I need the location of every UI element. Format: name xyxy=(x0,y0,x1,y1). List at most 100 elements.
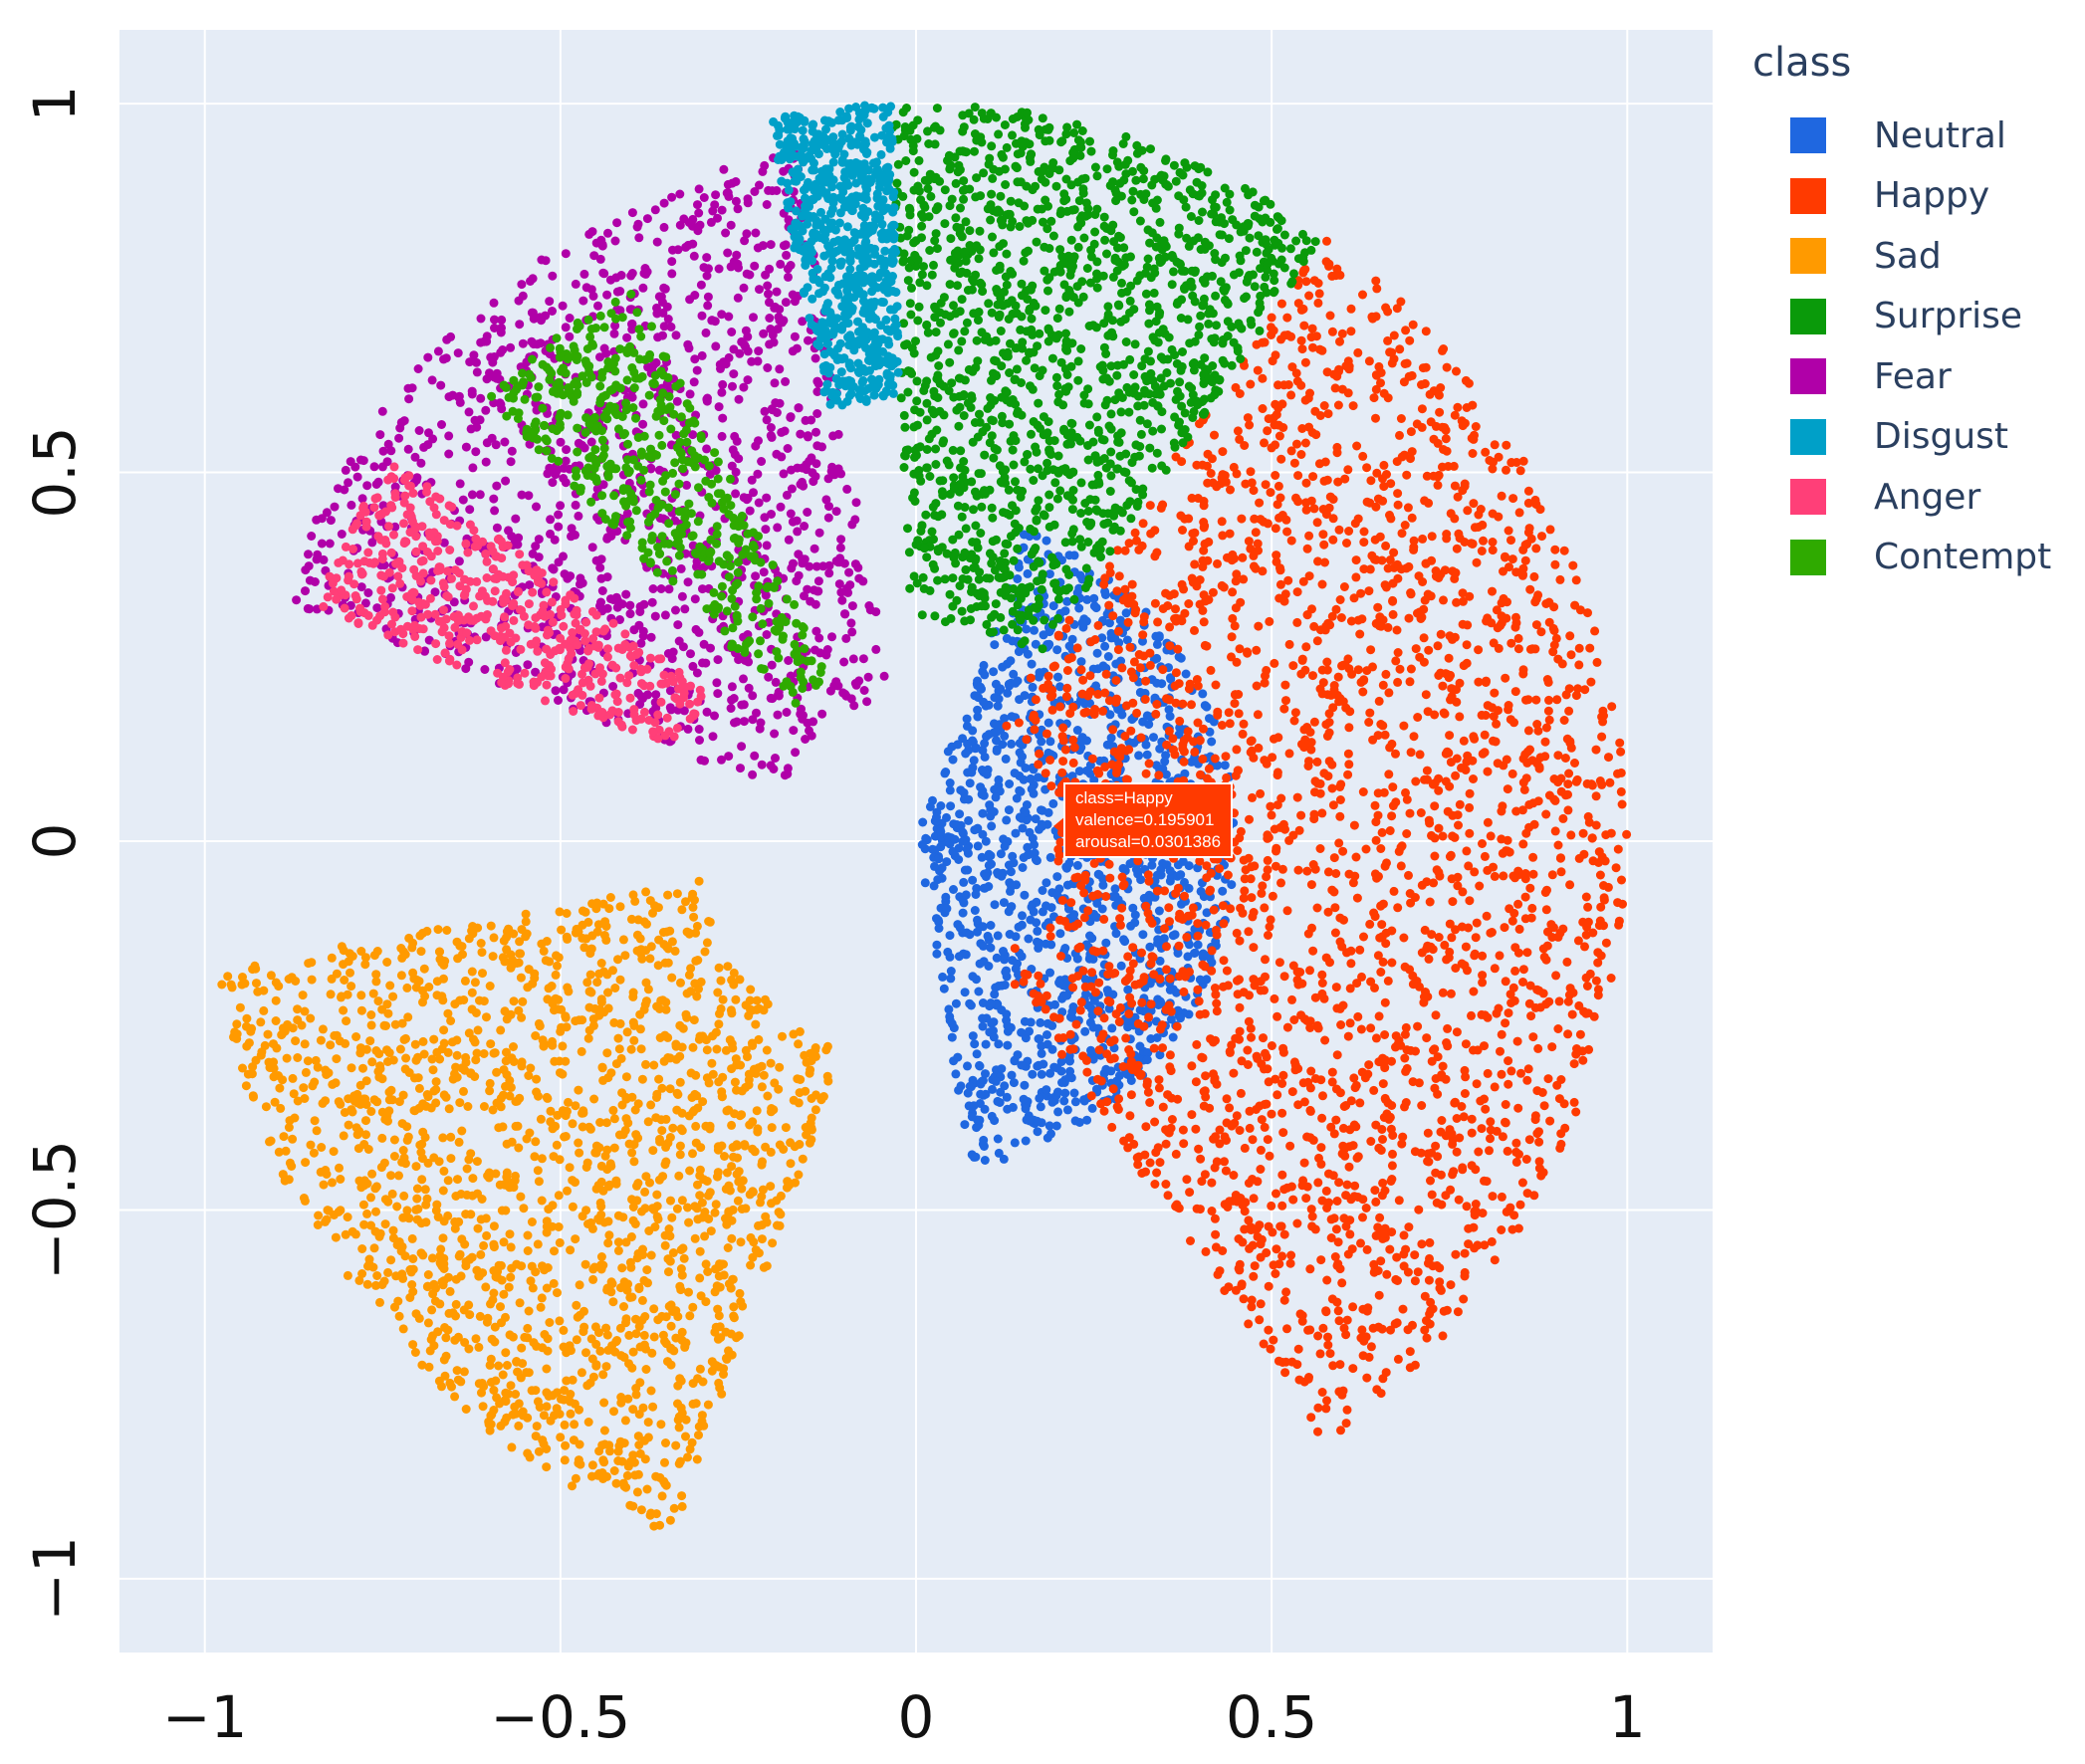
point-neutral xyxy=(1017,1027,1027,1037)
point-happy xyxy=(1551,633,1561,643)
point-happy xyxy=(1325,311,1335,321)
point-happy xyxy=(1019,977,1029,987)
point-happy xyxy=(1551,971,1561,981)
point-sad xyxy=(501,1312,510,1322)
point-sad xyxy=(394,1171,403,1181)
point-happy xyxy=(1262,872,1272,882)
point-sad xyxy=(326,1040,336,1050)
point-happy xyxy=(1534,1137,1544,1147)
point-happy xyxy=(1312,636,1322,646)
point-happy xyxy=(1135,1070,1145,1080)
point-happy xyxy=(1541,999,1551,1009)
point-happy xyxy=(1113,626,1123,636)
point-sad xyxy=(685,1311,695,1321)
point-happy xyxy=(1579,1006,1589,1016)
point-sad xyxy=(341,1229,350,1239)
point-sad xyxy=(358,1063,367,1073)
point-sad xyxy=(300,1196,310,1206)
point-happy xyxy=(1315,844,1325,853)
point-neutral xyxy=(1044,569,1054,579)
point-happy xyxy=(1323,867,1333,877)
point-happy xyxy=(1048,662,1058,672)
point-neutral xyxy=(973,841,983,851)
point-sad xyxy=(758,1157,767,1167)
point-sad xyxy=(615,1436,625,1446)
point-happy xyxy=(1333,400,1343,410)
point-happy xyxy=(1240,1224,1250,1234)
point-sad xyxy=(525,1128,535,1138)
point-happy xyxy=(1334,1316,1344,1326)
point-sad xyxy=(288,1134,298,1144)
point-neutral xyxy=(976,782,986,792)
point-happy xyxy=(1490,1082,1500,1092)
point-happy xyxy=(1263,426,1273,436)
point-happy xyxy=(1287,362,1297,372)
point-neutral xyxy=(1101,1064,1111,1074)
point-happy xyxy=(1524,1135,1534,1145)
point-happy xyxy=(1387,958,1397,968)
point-happy xyxy=(1370,912,1380,922)
point-sad xyxy=(542,1462,552,1472)
point-happy xyxy=(1380,1056,1390,1066)
point-neutral xyxy=(991,792,1001,802)
point-sad xyxy=(619,1302,628,1311)
point-happy xyxy=(1550,559,1560,569)
point-neutral xyxy=(977,789,987,799)
point-sad xyxy=(524,1306,534,1316)
point-sad xyxy=(564,987,574,996)
point-happy xyxy=(1554,1094,1564,1104)
point-happy xyxy=(1200,521,1210,531)
point-neutral xyxy=(972,743,981,753)
point-happy xyxy=(1248,792,1257,802)
point-neutral xyxy=(980,670,990,680)
point-happy xyxy=(1421,558,1431,568)
point-sad xyxy=(669,1503,679,1513)
point-neutral xyxy=(1044,639,1054,649)
point-neutral xyxy=(925,801,935,811)
point-happy xyxy=(1524,998,1534,1008)
point-neutral xyxy=(949,885,958,894)
point-happy xyxy=(1591,976,1601,986)
point-sad xyxy=(642,1265,652,1275)
point-happy xyxy=(1235,936,1245,946)
point-happy xyxy=(1187,1110,1197,1120)
point-happy xyxy=(1554,996,1564,1006)
point-neutral xyxy=(963,739,973,749)
point-neutral xyxy=(1037,737,1046,747)
point-happy xyxy=(1553,932,1563,942)
point-neutral xyxy=(1207,958,1217,968)
point-happy xyxy=(1313,1403,1323,1413)
point-neutral xyxy=(1165,712,1175,722)
point-happy xyxy=(1307,1212,1317,1221)
point-happy xyxy=(1427,1190,1437,1200)
point-happy xyxy=(1211,1242,1221,1252)
point-happy xyxy=(1164,903,1174,913)
point-neutral xyxy=(1008,851,1018,861)
point-happy xyxy=(1034,971,1043,981)
point-happy xyxy=(1362,1306,1372,1316)
point-happy xyxy=(1265,922,1274,932)
point-happy xyxy=(1572,774,1582,784)
point-sad xyxy=(454,1137,464,1147)
point-happy xyxy=(1270,658,1279,668)
point-happy xyxy=(1167,1115,1177,1124)
point-happy xyxy=(1546,920,1556,930)
point-neutral xyxy=(1060,1088,1070,1098)
point-sad xyxy=(343,1213,352,1222)
point-happy xyxy=(1282,313,1292,323)
point-happy xyxy=(1236,826,1246,836)
point-happy xyxy=(1129,599,1139,609)
point-happy xyxy=(1165,1050,1175,1060)
point-happy xyxy=(1266,488,1275,498)
point-happy xyxy=(1399,1230,1409,1240)
point-happy xyxy=(1395,430,1404,440)
point-neutral xyxy=(1000,714,1010,724)
point-happy xyxy=(1261,955,1270,965)
point-neutral xyxy=(1155,956,1165,966)
point-happy xyxy=(1232,1111,1242,1121)
point-happy xyxy=(1563,805,1573,815)
point-neutral xyxy=(1062,991,1072,1000)
point-happy xyxy=(1591,820,1601,830)
point-happy xyxy=(1045,923,1055,933)
point-happy xyxy=(1379,1229,1389,1239)
